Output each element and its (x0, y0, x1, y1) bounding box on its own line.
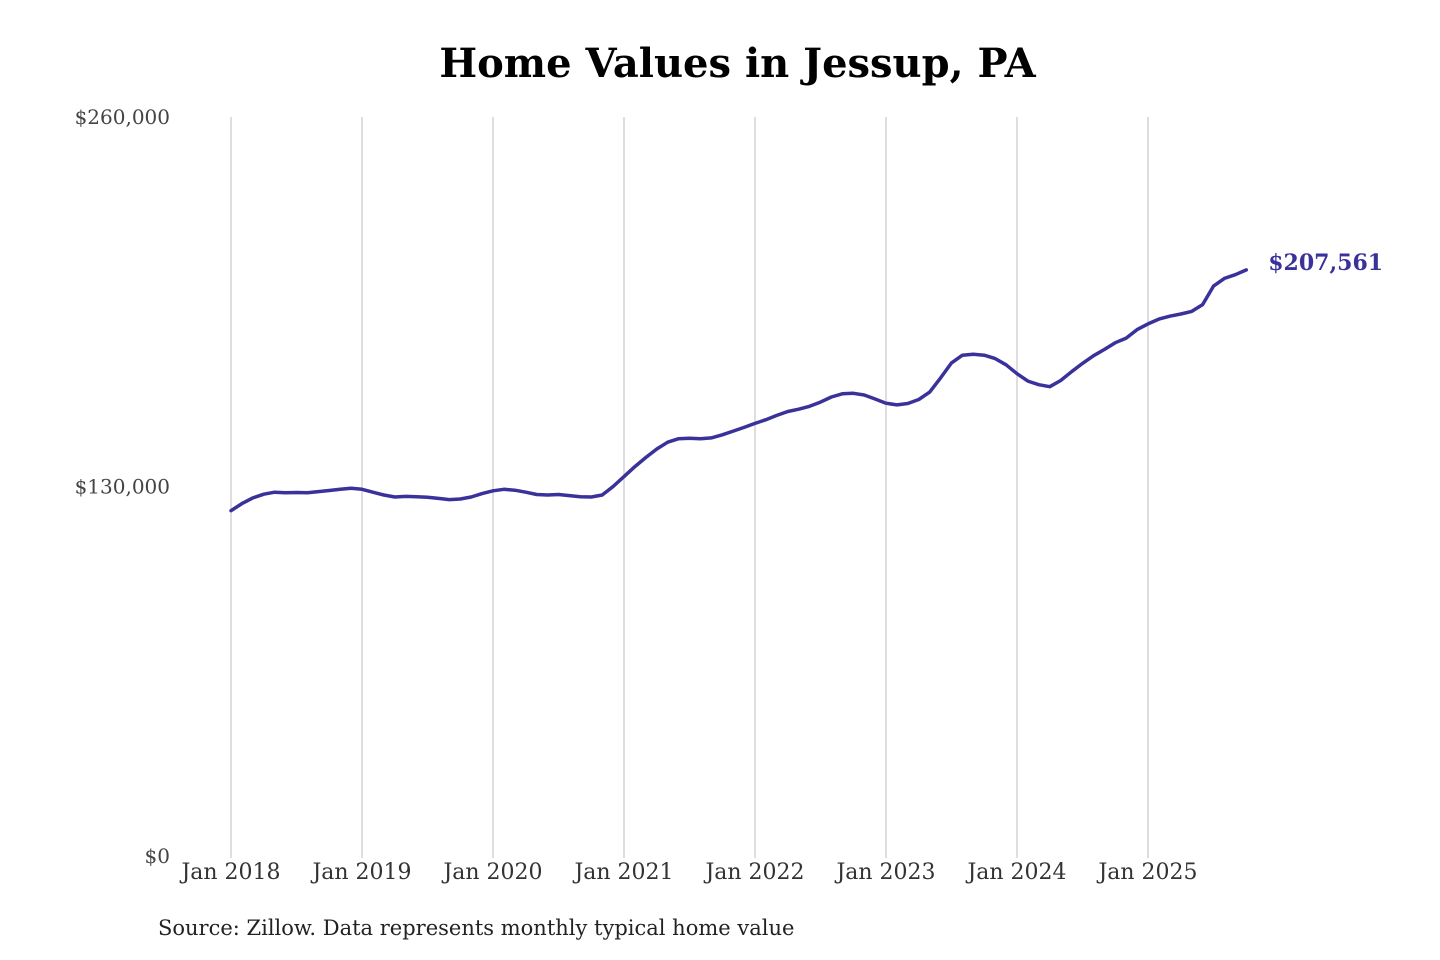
y-axis-tick-labels: $0 $130,000 $260,000 (75, 105, 170, 868)
vertical-gridlines (230, 117, 1149, 858)
x-tick-label: Jan 2022 (703, 860, 804, 885)
chart-title: Home Values in Jessup, PA (439, 40, 1036, 87)
end-value-label: $207,561 (1268, 250, 1383, 276)
x-tick-label: Jan 2018 (179, 860, 280, 885)
x-tick-label: Jan 2020 (441, 860, 542, 885)
x-tick-label: Jan 2024 (965, 860, 1066, 885)
y-tick-label: $0 (145, 844, 170, 868)
x-axis-tick-labels: Jan 2018 Jan 2019 Jan 2020 Jan 2021 Jan 2022… (179, 860, 1197, 885)
source-note: Source: Zillow. Data represents monthly … (158, 916, 795, 940)
x-tick-label: Jan 2019 (310, 860, 411, 885)
x-tick-label: Jan 2025 (1096, 860, 1197, 885)
series-line-home-value (229, 268, 1249, 513)
y-tick-label: $130,000 (75, 475, 170, 499)
x-tick-label: Jan 2023 (834, 860, 935, 885)
y-tick-label: $260,000 (75, 105, 170, 129)
x-tick-label: Jan 2021 (572, 860, 673, 885)
